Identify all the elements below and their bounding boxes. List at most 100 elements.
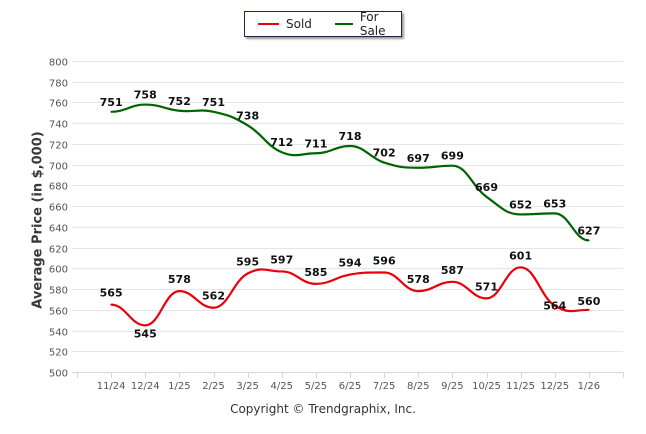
y-tick-label: 640 [49, 224, 68, 235]
x-tick-label: 3/25 [236, 381, 258, 392]
x-tick-label: 1/25 [168, 381, 190, 392]
data-point-for-sale [588, 239, 590, 242]
grid-lines [72, 61, 623, 373]
series-lines [110, 103, 590, 327]
data-point-sold [588, 309, 590, 311]
y-axis-label: Average Price (in $,000) [30, 131, 46, 309]
data-label-sold: 578 [168, 273, 191, 286]
series-line-for-sale [111, 103, 590, 242]
data-label-sold: 597 [270, 253, 293, 266]
data-label-for-sale: 752 [168, 95, 191, 108]
data-label-for-sale: 697 [407, 152, 430, 165]
x-tick-label: 2/25 [202, 381, 224, 392]
data-point-for-sale [144, 103, 147, 106]
data-point-for-sale [280, 151, 283, 154]
data-label-for-sale: 669 [475, 181, 498, 194]
x-tick-label: 1/26 [578, 381, 600, 392]
y-tick-label: 660 [49, 203, 68, 214]
data-label-for-sale: 627 [577, 224, 600, 237]
copyright-text: Copyright © Trendgraphix, Inc. [230, 402, 416, 416]
data-point-sold [212, 306, 215, 309]
y-axis-ticks: 500 520 540 560 580 600 620 640 660 680 700 720 740 7… [49, 58, 68, 380]
y-tick-label: 620 [49, 245, 68, 256]
data-point-for-sale [246, 124, 249, 127]
data-point-sold [451, 281, 454, 283]
y-tick-label: 600 [49, 265, 68, 276]
x-tick-label: 8/25 [407, 381, 429, 392]
data-point-sold [349, 273, 351, 276]
y-tick-label: 500 [49, 369, 68, 380]
data-label-sold: 571 [475, 280, 498, 293]
data-point-for-sale [349, 145, 351, 147]
x-tick-label: 7/25 [373, 381, 395, 392]
data-labels: 565 545 578 562 595 597 585 594 596 578 587 571 601 5… [100, 89, 601, 341]
x-tick-label: 11/25 [506, 381, 535, 392]
data-label-sold: 564 [543, 300, 566, 313]
y-tick-label: 700 [49, 162, 68, 173]
data-point-sold [178, 290, 181, 292]
data-point-sold [110, 303, 112, 306]
data-label-for-sale: 751 [202, 96, 225, 109]
legend-label-sold: Sold [286, 17, 312, 31]
data-label-for-sale: 712 [270, 136, 293, 149]
x-tick-label: 10/25 [472, 381, 501, 392]
legend: Sold For Sale [244, 10, 402, 38]
x-tick-label: 5/25 [305, 381, 327, 392]
data-point-sold [519, 266, 522, 269]
data-label-sold: 545 [134, 327, 157, 340]
y-tick-label: 800 [49, 58, 68, 69]
data-label-for-sale: 711 [304, 137, 327, 150]
data-label-for-sale: 653 [543, 197, 566, 210]
data-label-for-sale: 652 [509, 198, 532, 211]
y-tick-label: 540 [49, 328, 68, 339]
y-tick-label: 560 [49, 307, 68, 318]
x-tick-label: 6/25 [339, 381, 361, 392]
data-label-sold: 560 [577, 295, 600, 308]
x-tick-label: 9/25 [441, 381, 463, 392]
data-point-sold [383, 271, 385, 274]
data-point-for-sale [451, 164, 454, 167]
data-label-sold: 578 [407, 273, 430, 286]
data-label-for-sale: 751 [100, 96, 123, 109]
data-label-for-sale: 758 [134, 89, 157, 102]
y-tick-label: 760 [49, 99, 68, 110]
data-label-for-sale: 702 [373, 147, 396, 160]
data-point-sold [246, 272, 249, 275]
data-point-for-sale [485, 196, 488, 198]
data-label-sold: 587 [441, 264, 464, 277]
data-point-for-sale [178, 109, 181, 112]
data-label-sold: 565 [100, 287, 123, 300]
data-point-sold [485, 297, 488, 300]
data-label-sold: 596 [373, 254, 396, 267]
y-tick-label: 780 [49, 79, 68, 90]
data-label-sold: 585 [304, 266, 327, 279]
data-point-sold [144, 324, 147, 327]
data-point-for-sale [383, 161, 385, 164]
data-label-for-sale: 738 [236, 109, 259, 122]
x-tick-label: 11/24 [97, 381, 126, 392]
data-label-sold: 594 [339, 257, 362, 270]
data-point-for-sale [110, 110, 112, 113]
x-tick-label: 4/25 [271, 381, 293, 392]
y-tick-label: 680 [49, 182, 68, 193]
legend-label-for-sale: For Sale [359, 10, 386, 38]
data-point-for-sale [315, 152, 317, 155]
data-label-sold: 562 [202, 290, 225, 303]
legend-swatch-for-sale [334, 23, 353, 25]
data-point-for-sale [519, 213, 522, 216]
data-label-sold: 601 [509, 249, 532, 262]
x-tick-label: 12/24 [131, 381, 160, 392]
y-tick-label: 520 [49, 348, 68, 359]
y-tick-label: 580 [49, 286, 68, 297]
data-point-sold [417, 290, 420, 292]
data-point-sold [553, 304, 556, 307]
data-point-for-sale [417, 166, 420, 169]
data-label-for-sale: 699 [441, 150, 464, 163]
legend-item-sold[interactable]: Sold [245, 17, 312, 31]
y-tick-label: 720 [49, 141, 68, 152]
legend-item-for-sale[interactable]: For Sale [312, 10, 401, 38]
data-point-sold [280, 270, 283, 273]
y-tick-label: 740 [49, 120, 68, 131]
data-label-sold: 595 [236, 256, 259, 269]
